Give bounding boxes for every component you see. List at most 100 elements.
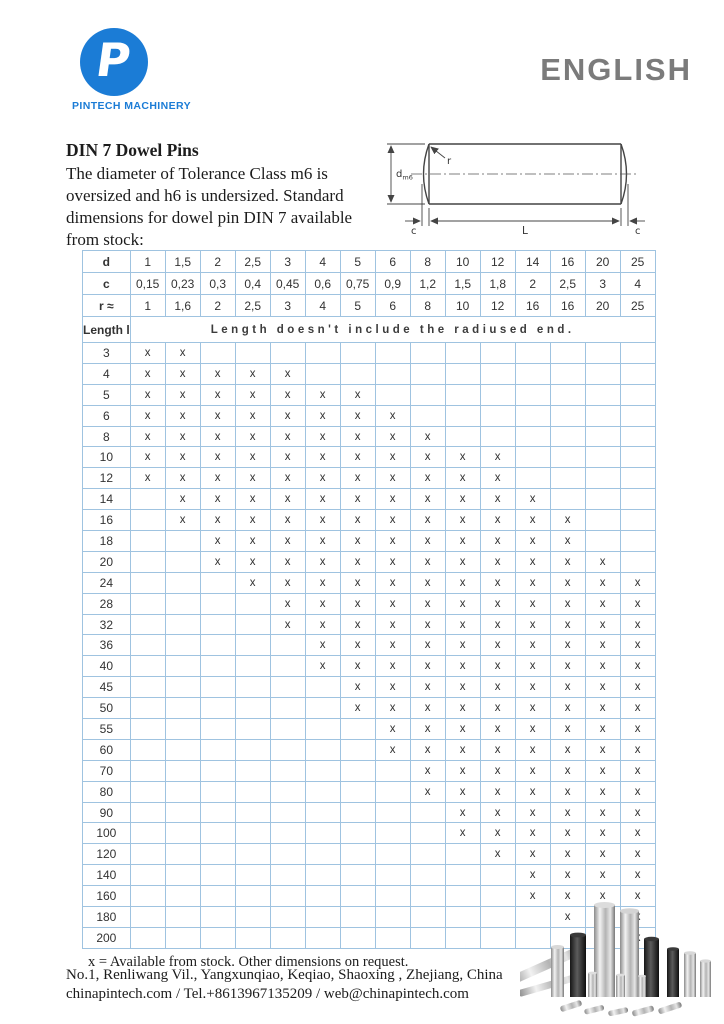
availability-cell [409, 906, 446, 928]
availability-cell [304, 780, 341, 803]
length-value: 28 [82, 592, 131, 615]
table-row: 45 x x x x x x x x x [82, 676, 656, 699]
availability-cell: x [339, 634, 376, 657]
availability-cell: x [584, 780, 621, 803]
availability-cell [164, 592, 201, 615]
availability-cell: x [549, 613, 586, 636]
length-header-label: Length l [82, 316, 131, 343]
header-value-cell: 20 [584, 294, 621, 317]
header-value-cell: 20 [584, 250, 621, 273]
availability-cell: x [304, 550, 341, 573]
availability-cell [269, 885, 306, 908]
availability-cell: x [234, 509, 271, 532]
table-row: 70 x x x x x x x [82, 759, 656, 782]
availability-cell [199, 613, 236, 636]
availability-cell: x [514, 759, 551, 782]
availability-cell: x [549, 822, 586, 845]
availability-cell: x [479, 613, 516, 636]
availability-cell [129, 509, 166, 532]
availability-cell: x [374, 550, 411, 573]
availability-cell: x [584, 655, 621, 678]
availability-cell [199, 780, 236, 803]
availability-cell: x [339, 697, 376, 720]
header-value-cell: 6 [374, 250, 411, 273]
availability-cell [374, 759, 411, 782]
availability-cell [199, 697, 236, 720]
availability-cell [374, 342, 411, 364]
availability-cell [304, 362, 341, 385]
availability-cell [409, 822, 446, 845]
availability-cell: x [304, 571, 341, 594]
availability-cell: x [514, 655, 551, 678]
header-label: c [82, 272, 131, 295]
availability-cell: x [444, 718, 481, 740]
availability-cell: x [549, 759, 586, 782]
availability-cell: x [479, 676, 516, 699]
length-value: 100 [82, 822, 131, 845]
availability-cell: x [269, 446, 306, 469]
availability-cell: x [444, 738, 481, 761]
availability-cell [339, 843, 376, 866]
availability-cell: x [409, 655, 446, 678]
availability-cell [234, 592, 271, 615]
availability-cell [164, 926, 201, 949]
availability-cell: x [234, 383, 271, 406]
availability-cell [129, 613, 166, 636]
availability-cell: x [164, 446, 201, 469]
table-row: 40 x x x x x x x x x x [82, 655, 656, 678]
availability-cell [619, 425, 656, 448]
availability-cell: x [304, 634, 341, 657]
availability-cell [619, 530, 656, 552]
availability-cell: x [409, 446, 446, 469]
availability-cell [269, 801, 306, 824]
availability-cell [234, 718, 271, 740]
table-row: 180xxx [82, 906, 656, 928]
availability-cell: x [164, 509, 201, 532]
availability-cell: x [374, 571, 411, 594]
table-footnote: x = Available from stock. Other dimensio… [88, 954, 409, 970]
availability-cell: x [549, 697, 586, 720]
availability-cell [409, 926, 446, 949]
availability-cell [444, 906, 481, 928]
availability-cell [199, 592, 236, 615]
availability-cell: x [129, 362, 166, 385]
availability-cell: x [199, 509, 236, 532]
availability-cell: x [339, 425, 376, 448]
availability-cell: x [339, 509, 376, 532]
availability-cell [584, 425, 621, 448]
availability-cell [129, 801, 166, 824]
header-value-cell: 4 [619, 272, 656, 295]
availability-cell [269, 697, 306, 720]
availability-cell: x [374, 592, 411, 615]
availability-cell: x [339, 571, 376, 594]
availability-cell: x [339, 446, 376, 469]
dowel-pins-photo-svg [509, 902, 711, 1017]
length-note: Length doesn't include the radiused end. [129, 316, 656, 343]
availability-cell [129, 488, 166, 511]
availability-cell [374, 843, 411, 866]
header-value-cell: 8 [409, 294, 446, 317]
availability-cell: x [269, 383, 306, 406]
availability-cell [304, 738, 341, 761]
availability-cell [164, 780, 201, 803]
table-row: 100 x x x x x x [82, 822, 656, 845]
availability-cell [234, 926, 271, 949]
availability-cell: x [479, 801, 516, 824]
pins-cluster [509, 902, 711, 1017]
availability-cell [619, 488, 656, 511]
availability-cell [374, 885, 411, 908]
length-value: 4 [82, 362, 131, 385]
availability-cell [409, 342, 446, 364]
availability-cell: x [584, 592, 621, 615]
availability-cell: x [374, 676, 411, 699]
availability-cell [479, 425, 516, 448]
availability-cell: x [549, 509, 586, 532]
availability-cell: x [444, 676, 481, 699]
availability-cell: x [164, 488, 201, 511]
chamfer-left-label: c [411, 226, 417, 237]
availability-cell [374, 906, 411, 928]
availability-cell [129, 843, 166, 866]
availability-cell: x [619, 718, 656, 740]
availability-cell: x [304, 592, 341, 615]
